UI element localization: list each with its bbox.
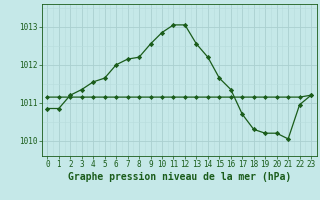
X-axis label: Graphe pression niveau de la mer (hPa): Graphe pression niveau de la mer (hPa) [68,172,291,182]
